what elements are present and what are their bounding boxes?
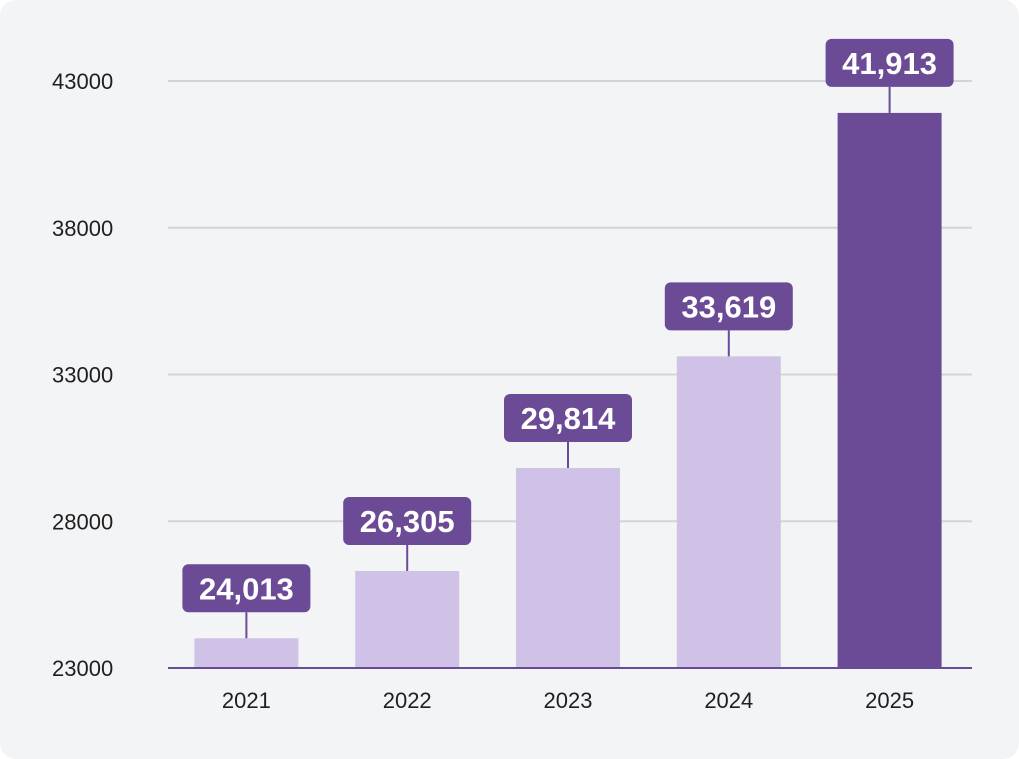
- bar-2024: [676, 356, 781, 668]
- y-tick-label: 23000: [52, 656, 113, 681]
- data-label-box: [504, 394, 632, 443]
- data-label: 24,013: [199, 571, 294, 606]
- data-label: 29,814: [521, 401, 617, 436]
- x-tick-label: 2024: [704, 688, 753, 713]
- data-label: 26,305: [360, 504, 455, 539]
- x-axis-ticks: 2021 2022 2023 2024 2025: [222, 688, 914, 713]
- bar-2025: [837, 112, 942, 669]
- y-tick-label: 33000: [52, 363, 113, 388]
- data-label-box: [664, 282, 793, 331]
- bar-2023: [516, 468, 620, 668]
- y-tick-label: 38000: [52, 216, 113, 241]
- y-axis-ticks: 23000 28000 33000 38000 43000: [52, 69, 113, 681]
- x-tick-label: 2021: [222, 688, 271, 713]
- data-labels: 24,013 26,305 29,814 33,619 41,913: [182, 38, 954, 639]
- data-label-box: [343, 496, 472, 545]
- x-tick-label: 2025: [865, 688, 914, 713]
- y-tick-label: 43000: [52, 69, 113, 94]
- data-label-box: [182, 564, 311, 613]
- bars: [194, 112, 942, 669]
- data-label: 41,913: [842, 46, 937, 81]
- data-label-box: [825, 38, 954, 87]
- bar-2022: [355, 570, 460, 668]
- data-label: 33,619: [681, 289, 776, 324]
- bar-2021: [194, 638, 299, 668]
- y-tick-label: 28000: [52, 509, 113, 534]
- x-tick-label: 2023: [544, 688, 593, 713]
- x-tick-label: 2022: [383, 688, 432, 713]
